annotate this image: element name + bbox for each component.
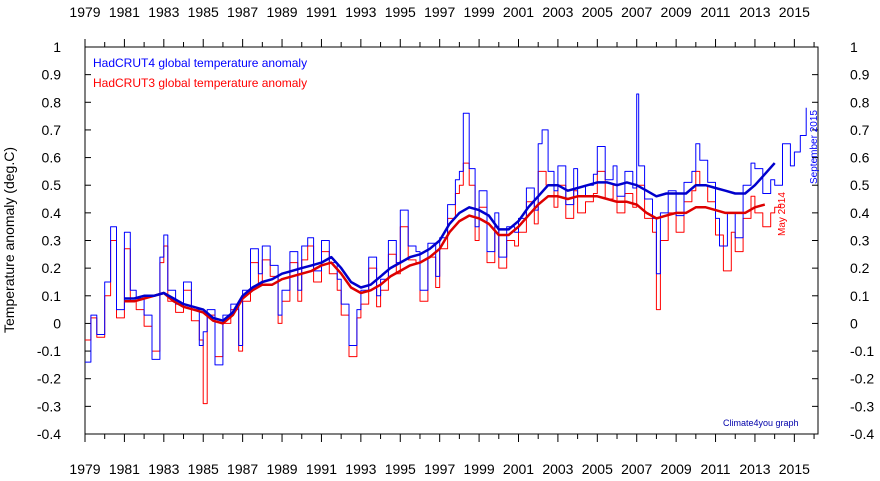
y-tick-label-right: 0.5 xyxy=(850,177,870,193)
x-tick-label-bottom: 1991 xyxy=(306,461,337,477)
y-tick-label-left: 1 xyxy=(53,39,61,55)
y-tick-label-left: 0.5 xyxy=(42,177,62,193)
x-tick-label-top: 1989 xyxy=(266,4,297,20)
x-tick-label-top: 1985 xyxy=(188,4,219,20)
x-tick-label-bottom: 1999 xyxy=(464,461,495,477)
x-tick-label-bottom: 1993 xyxy=(345,461,376,477)
x-tick-label-bottom: 2009 xyxy=(661,461,692,477)
y-tick-label-left: -0.2 xyxy=(37,371,61,387)
x-tick-label-bottom: 2015 xyxy=(779,461,810,477)
x-tick-label-top: 2003 xyxy=(542,4,573,20)
y-tick-label-right: 0.7 xyxy=(850,122,870,138)
x-tick-label-top: 1991 xyxy=(306,4,337,20)
x-tick-label-bottom: 1981 xyxy=(109,461,140,477)
x-tick-label-bottom: 1997 xyxy=(424,461,455,477)
plot-frame xyxy=(84,46,819,435)
y-tick-label-left: 0.1 xyxy=(42,288,62,304)
x-tick-label-bottom: 2005 xyxy=(582,461,613,477)
x-tick-label-top: 2005 xyxy=(582,4,613,20)
y-tick-label-left: 0.2 xyxy=(42,260,62,276)
y-tick-label-right: 0.6 xyxy=(850,150,870,166)
y-tick-label-left: 0.6 xyxy=(42,150,62,166)
x-tick-label-top: 2013 xyxy=(739,4,770,20)
x-tick-label-bottom: 1995 xyxy=(385,461,416,477)
x-tick-label-bottom: 1989 xyxy=(266,461,297,477)
x-tick-label-top: 2001 xyxy=(503,4,534,20)
x-tick-label-bottom: 1985 xyxy=(188,461,219,477)
note-may-2014: May 2014 xyxy=(777,192,788,236)
y-tick-label-right: 0.2 xyxy=(850,260,870,276)
x-tick-label-bottom: 2001 xyxy=(503,461,534,477)
y-tick-label-left: 0.4 xyxy=(42,205,62,221)
x-tick-label-top: 1997 xyxy=(424,4,455,20)
y-tick-label-left: 0.8 xyxy=(42,94,62,110)
x-tick-label-bottom: 1983 xyxy=(148,461,179,477)
x-tick-label-top: 1983 xyxy=(148,4,179,20)
y-tick-label-right: -0.1 xyxy=(850,343,874,359)
x-tick-label-bottom: 2011 xyxy=(700,461,730,477)
y-tick-label-left: 0.3 xyxy=(42,233,62,249)
legend-hadcrut4: HadCRUT4 global temperature anomaly xyxy=(93,56,307,70)
series-hadcrut3-monthly xyxy=(85,162,782,405)
y-tick-label-right: 0.9 xyxy=(850,67,870,83)
x-tick-label-top: 1979 xyxy=(69,4,100,20)
y-axis-label: Temperature anomaly (deg.C) xyxy=(1,147,17,333)
x-tick-label-bottom: 1979 xyxy=(69,461,100,477)
y-tick-label-right: -0.3 xyxy=(850,398,874,414)
series-layer xyxy=(85,93,807,405)
y-tick-label-right: 0 xyxy=(850,315,858,331)
y-tick-label-right: 0.4 xyxy=(850,205,870,221)
y-tick-label-left: 0 xyxy=(53,315,61,331)
x-tick-label-top: 2015 xyxy=(779,4,810,20)
y-tick-label-right: -0.2 xyxy=(850,371,874,387)
x-tick-label-bottom: 2003 xyxy=(542,461,573,477)
y-tick-label-right: 0.8 xyxy=(850,94,870,110)
x-tick-label-top: 2007 xyxy=(621,4,652,20)
x-tick-label-bottom: 2007 xyxy=(621,461,652,477)
x-tick-label-top: 1995 xyxy=(385,4,416,20)
y-tick-label-left: -0.4 xyxy=(37,426,61,442)
x-tick-label-top: 2011 xyxy=(700,4,730,20)
y-tick-label-right: 0.1 xyxy=(850,288,870,304)
y-tick-label-right: 1 xyxy=(850,39,858,55)
x-tick-label-top: 2009 xyxy=(661,4,692,20)
series-hadcrut3-running-mean xyxy=(124,195,766,325)
y-tick-label-left: 0.7 xyxy=(42,122,62,138)
axes-layer: 1 1 0.9 0.9 0.8 0.8 0.7 0.7 0.6 0.6 0.5 0.5 0.4 0.4 0.… xyxy=(37,4,874,477)
x-tick-label-bottom: 2013 xyxy=(739,461,770,477)
x-tick-label-top: 1987 xyxy=(227,4,258,20)
y-tick-label-left: -0.3 xyxy=(37,398,61,414)
x-tick-label-top: 1999 xyxy=(464,4,495,20)
x-tick-label-top: 1981 xyxy=(109,4,140,20)
x-tick-label-bottom: 1987 xyxy=(227,461,258,477)
y-tick-label-left: 0.9 xyxy=(42,67,62,83)
legend-hadcrut3: HadCRUT3 global temperature anomaly xyxy=(93,76,307,90)
y-tick-label-left: -0.1 xyxy=(37,343,61,359)
series-hadcrut4-running-mean xyxy=(124,162,776,322)
y-tick-label-right: 0.3 xyxy=(850,233,870,249)
credit-label: Climate4you graph xyxy=(723,418,799,428)
y-tick-label-right: -0.4 xyxy=(850,426,874,442)
note-september-2015: September 2015 xyxy=(809,110,820,184)
x-tick-label-top: 1993 xyxy=(345,4,376,20)
